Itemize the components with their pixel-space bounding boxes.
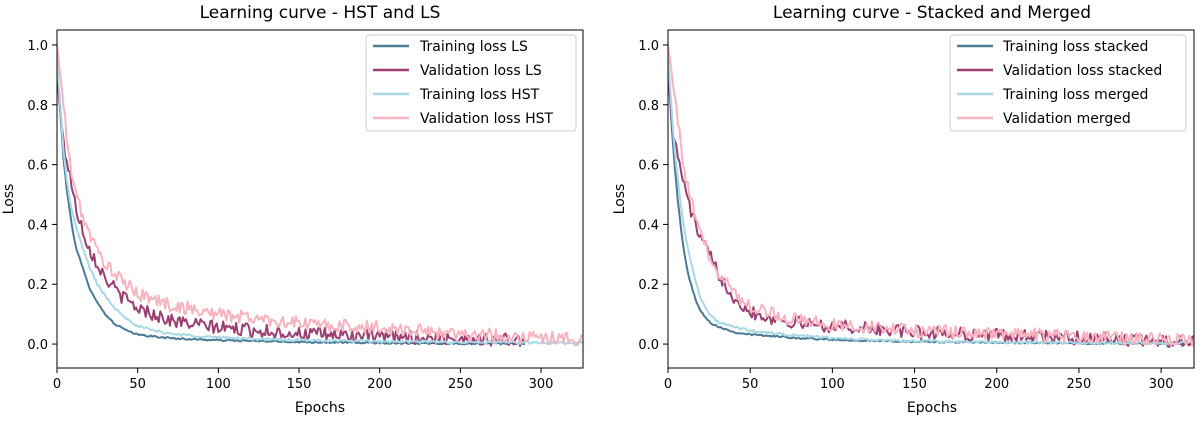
y-tick-label: 0.8 xyxy=(638,99,659,114)
legend: Training loss stacked Validation loss st… xyxy=(949,34,1187,132)
legend-box xyxy=(365,34,577,132)
x-tick-label: 300 xyxy=(1149,377,1174,392)
x-tick-label: 0 xyxy=(53,377,61,392)
x-tick-label: 50 xyxy=(129,377,146,392)
legend-label: Validation loss stacked xyxy=(1003,63,1162,79)
legend-item: Training loss merged xyxy=(957,87,1148,103)
legend-item: Validation loss HST xyxy=(373,111,553,127)
series-line-validation-merged xyxy=(668,44,1194,347)
y-tick-label: 0.4 xyxy=(638,218,659,233)
series-line-training-loss-merged xyxy=(668,56,1194,346)
legend-label: Validation loss LS xyxy=(420,63,542,79)
y-axis-label: Loss xyxy=(1,184,17,215)
y-tick-label: 0.2 xyxy=(638,278,659,293)
series-layer xyxy=(57,44,583,348)
legend-label: Training loss HST xyxy=(419,87,540,103)
y-tick-label: 0.8 xyxy=(27,99,48,114)
chart-hst-ls: Learning curve - HST and LS 0 50 100 150 200… xyxy=(1,3,584,416)
y-tick-label: 0.0 xyxy=(27,338,48,353)
x-tick-label: 100 xyxy=(206,377,231,392)
legend-label: Validation merged xyxy=(1003,111,1131,127)
x-axis-label: Epochs xyxy=(907,400,957,416)
y-axis-label: Loss xyxy=(612,184,628,215)
series-line-validation-loss-ls xyxy=(57,74,526,348)
series-line-training-loss-hst xyxy=(57,56,583,346)
x-tick-label: 0 xyxy=(664,377,672,392)
chart-title: Learning curve - HST and LS xyxy=(200,3,441,23)
y-tick-label: 0.2 xyxy=(27,278,48,293)
y-tick-label: 0.0 xyxy=(638,338,659,353)
legend-label: Validation loss HST xyxy=(420,111,553,127)
x-tick-label: 200 xyxy=(984,377,1009,392)
legend-item: Validation loss stacked xyxy=(957,63,1162,79)
x-tick-label: 300 xyxy=(529,377,554,392)
plot-frame xyxy=(56,29,584,369)
legend-item: Training loss HST xyxy=(373,87,540,103)
chart-stacked-merged: Learning curve - Stacked and Merged 0 50 1… xyxy=(612,3,1195,416)
x-tick-label: 150 xyxy=(902,377,927,392)
x-tick-label: 150 xyxy=(287,377,312,392)
x-tick-label: 250 xyxy=(1067,377,1092,392)
legend-item: Validation merged xyxy=(957,111,1131,127)
ticks-layer: 0 50 100 150 200 250 300 0.0 0.2 0.4 0.6 0.8 1.0 xyxy=(638,39,1173,392)
legend-label: Training loss LS xyxy=(419,39,528,55)
plot-frame xyxy=(667,29,1195,369)
y-tick-label: 1.0 xyxy=(638,39,659,54)
legend-label: Training loss merged xyxy=(1002,87,1148,103)
series-layer xyxy=(668,44,1194,348)
y-tick-label: 0.4 xyxy=(27,218,48,233)
chart-title: Learning curve - Stacked and Merged xyxy=(773,3,1091,23)
legend: Training loss LS Validation loss LS Trai… xyxy=(365,34,577,132)
legend-item: Training loss LS xyxy=(373,39,528,55)
legend-item: Training loss stacked xyxy=(957,39,1148,55)
legend-box xyxy=(949,34,1187,132)
series-line-validation-loss-hst xyxy=(57,44,583,347)
legend-label: Training loss stacked xyxy=(1002,39,1148,55)
ticks-layer: 0 50 100 150 200 250 300 0.0 0.2 0.4 0.6 0.8 1.0 xyxy=(27,39,553,392)
x-tick-label: 250 xyxy=(448,377,473,392)
y-tick-label: 0.6 xyxy=(638,159,659,174)
y-tick-label: 0.6 xyxy=(27,159,48,174)
x-tick-label: 200 xyxy=(367,377,392,392)
legend-item: Validation loss LS xyxy=(373,63,542,79)
y-tick-label: 1.0 xyxy=(27,39,48,54)
x-axis-label: Epochs xyxy=(295,400,345,416)
x-tick-label: 50 xyxy=(742,377,759,392)
x-tick-label: 100 xyxy=(820,377,845,392)
